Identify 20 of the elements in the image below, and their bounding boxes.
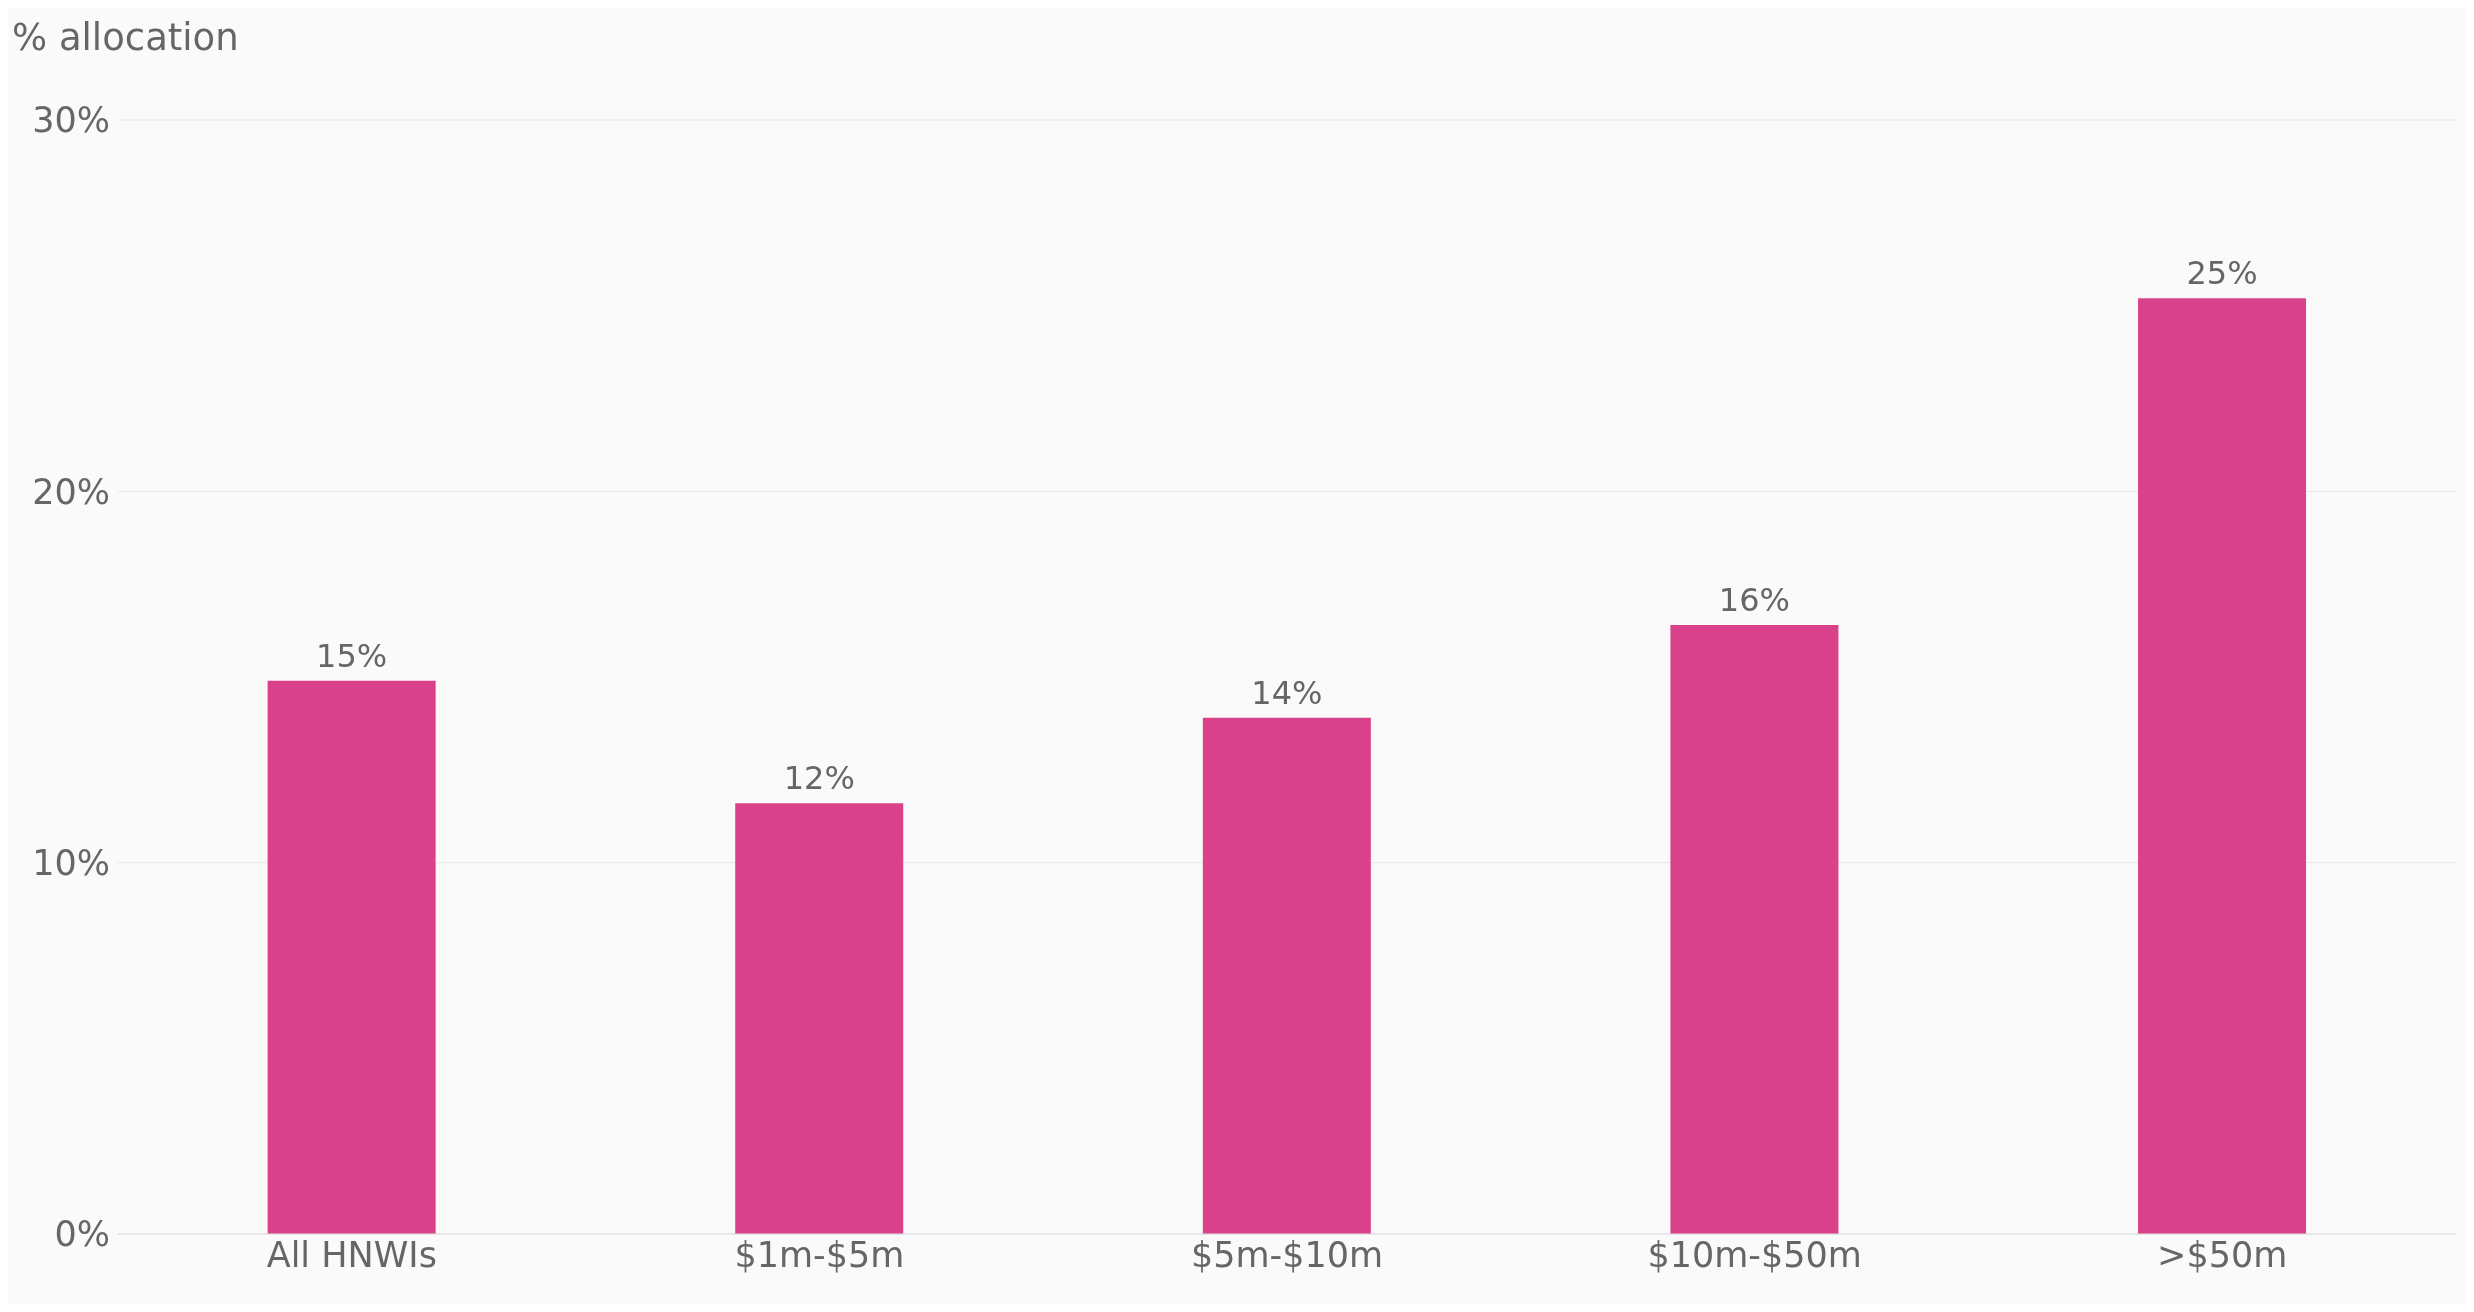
data-label: 25%: [2186, 254, 2258, 293]
bar: [1202, 717, 1371, 1234]
x-tick-label: All HNWIs: [266, 1234, 437, 1275]
bar: [2138, 298, 2307, 1234]
x-tick-label: $5m-$10m: [1190, 1234, 1384, 1275]
data-label: 12%: [783, 759, 855, 798]
y-tick-label: 30%: [32, 100, 110, 141]
x-tick-label: $1m-$5m: [734, 1234, 905, 1275]
data-label: 14%: [1251, 673, 1323, 712]
x-tick-label: >$50m: [2157, 1234, 2288, 1275]
y-tick-label: 0%: [54, 1214, 110, 1255]
y-tick-label: 10%: [32, 843, 110, 884]
bar: [267, 680, 436, 1234]
y-tick-label: 20%: [32, 471, 110, 512]
bar: [1670, 625, 1839, 1234]
data-label: 15%: [316, 636, 388, 675]
bar: [735, 803, 904, 1234]
x-tick-label: $10m-$50m: [1647, 1234, 1862, 1275]
data-label: 16%: [1718, 581, 1790, 620]
y-axis-title: % allocation: [12, 16, 239, 59]
